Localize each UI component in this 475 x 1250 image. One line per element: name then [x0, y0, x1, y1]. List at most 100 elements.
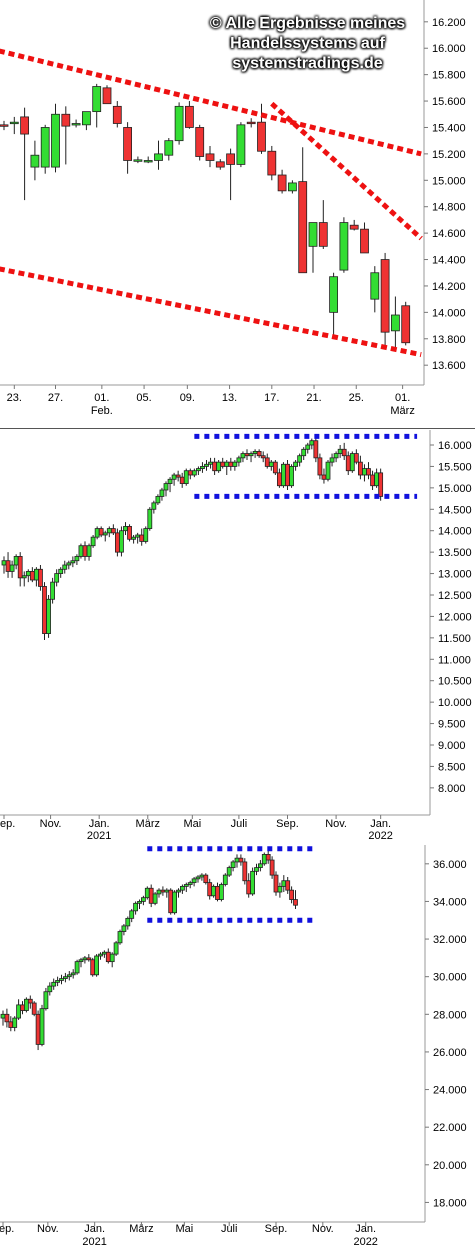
- candlestick-chart-2: 16.000 15.500 15.000 14.500 14.000 13.500 13.0…: [0, 430, 472, 842]
- candle-up: [74, 961, 80, 974]
- y-tick-label: 14.600: [432, 228, 466, 240]
- candle-up: [82, 957, 88, 961]
- x-subtick-label: 2021: [87, 830, 111, 842]
- candle-up: [50, 581, 55, 600]
- watermark-line-3: systemstradings.de: [232, 55, 383, 72]
- x-tick-label: Nov.: [37, 1223, 59, 1235]
- candle-up: [98, 953, 103, 957]
- chart-panel-long-term: 36.000 34.000 32.000 30.000 28.000 26.000 24.0…: [0, 845, 475, 1250]
- candle-up: [12, 1017, 18, 1028]
- candle-up: [156, 889, 162, 895]
- candle-up: [51, 981, 57, 987]
- candle-up: [325, 461, 331, 480]
- candle-up: [144, 887, 150, 899]
- chart-panel-mid-term: 16.000 15.500 15.000 14.500 14.000 13.500 13.0…: [0, 430, 475, 845]
- candle-up: [224, 461, 230, 467]
- candle-up: [78, 545, 84, 557]
- candle-down: [207, 882, 213, 897]
- candle-down: [112, 105, 122, 124]
- candle-down: [175, 474, 181, 478]
- x-tick-label: 17.: [264, 392, 279, 404]
- y-tick-label: 15.600: [432, 96, 466, 108]
- candle-down: [205, 153, 215, 161]
- y-tick-label: 8.000: [438, 783, 466, 795]
- x-tick-label: Sep.: [0, 1223, 14, 1235]
- x-tick-label: Jan.: [89, 818, 110, 830]
- candle-up: [1, 560, 7, 566]
- candle-up: [129, 910, 135, 919]
- candle-down: [242, 861, 248, 882]
- candle-up: [133, 902, 139, 912]
- candle-down: [318, 222, 328, 247]
- candle-up: [34, 568, 39, 581]
- candle-up: [362, 468, 367, 476]
- watermark: © Alle Ergebnisse meines Handelssystems …: [200, 14, 415, 74]
- candle-down: [293, 899, 298, 906]
- candle-down: [228, 461, 234, 467]
- x-tick-label: März: [129, 1223, 153, 1235]
- candle-up: [9, 121, 19, 125]
- candle-up: [309, 440, 315, 446]
- x-tick-label: Sep.: [0, 818, 15, 830]
- candle-down: [277, 174, 287, 192]
- candle-down: [276, 472, 282, 487]
- x-subtick-label: 2021: [82, 1236, 106, 1248]
- y-tick-label: 20.000: [433, 1160, 467, 1172]
- x-subtick-label: 2022: [368, 830, 392, 842]
- candle-up: [333, 453, 339, 459]
- x-tick-label: Juli: [221, 1223, 238, 1235]
- candle-up: [109, 953, 115, 963]
- candle-up: [62, 564, 68, 570]
- candle-down: [98, 528, 104, 536]
- candle-up: [374, 472, 380, 487]
- x-tick-label: 23.: [7, 392, 22, 404]
- candle-down: [8, 1021, 14, 1028]
- y-tick-label: 15.200: [432, 149, 466, 161]
- candle-up: [66, 974, 72, 978]
- candle-up: [40, 127, 50, 168]
- y-tick-label: 15.500: [438, 461, 472, 473]
- candle-up: [94, 955, 99, 976]
- y-tick-label: 12.000: [438, 611, 472, 623]
- candle-up: [370, 272, 380, 300]
- x-tick-label: 01.: [395, 392, 410, 404]
- candle-up: [30, 154, 40, 168]
- candle-up: [151, 502, 157, 510]
- candle-down: [195, 127, 205, 157]
- candle-down: [160, 889, 166, 893]
- candle-down: [123, 127, 132, 161]
- candle-up: [23, 998, 29, 1011]
- candle-up: [277, 885, 283, 893]
- candle-down: [5, 560, 11, 572]
- candle-down: [246, 121, 256, 125]
- candle-down: [105, 951, 111, 963]
- candle-up: [174, 105, 184, 142]
- candle-up: [159, 489, 165, 497]
- x-tick-label: 21.: [306, 392, 321, 404]
- x-tick-label: Nov.: [312, 1223, 334, 1235]
- candle-down: [0, 124, 9, 127]
- candle-up: [208, 461, 213, 465]
- candle-up: [200, 466, 205, 469]
- candle-up: [204, 463, 209, 467]
- candle-up: [183, 470, 189, 484]
- candle-down: [353, 453, 359, 463]
- x-tick-label: 05.: [136, 392, 151, 404]
- candle-down: [357, 461, 363, 476]
- candle-up: [55, 980, 60, 983]
- candle-up: [281, 880, 287, 887]
- candle-down: [256, 451, 262, 457]
- candle-up: [248, 453, 254, 457]
- candle-up: [70, 972, 76, 976]
- candle-up: [143, 160, 153, 163]
- candle-down: [285, 880, 291, 891]
- candle-up: [337, 448, 343, 454]
- x-tick-label: 01.: [94, 392, 109, 404]
- candle-down: [90, 959, 96, 976]
- candle-down: [267, 150, 277, 176]
- candle-down: [317, 457, 323, 476]
- candle-up: [349, 453, 355, 472]
- candle-up: [121, 925, 127, 932]
- y-tick-label: 9.500: [438, 719, 466, 731]
- candle-up: [234, 857, 240, 863]
